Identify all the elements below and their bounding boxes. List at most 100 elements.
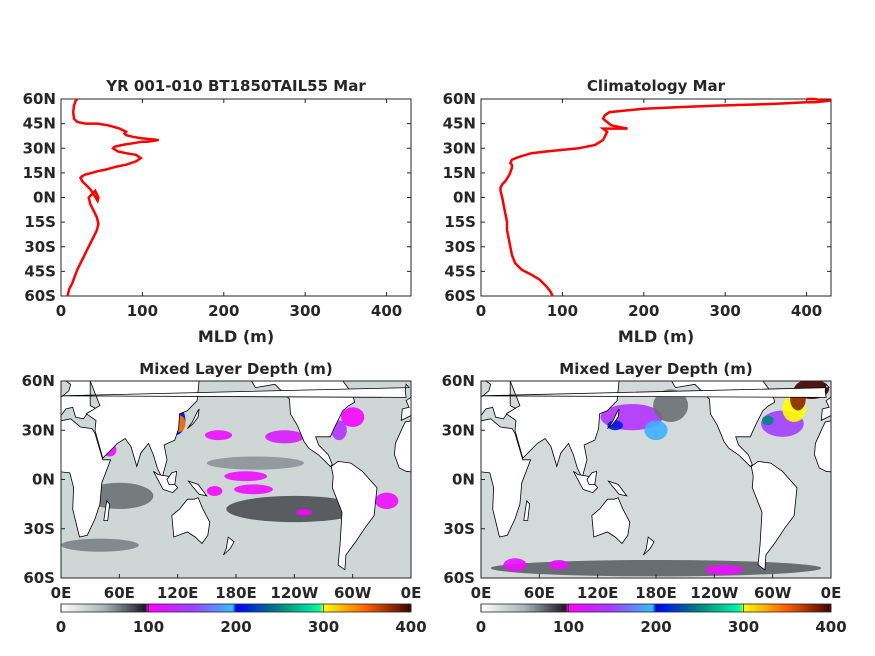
profile-x-tick-label: 400 (371, 302, 402, 320)
profile-y-tick-label: 45N (23, 115, 56, 133)
new-guinea-land (607, 480, 628, 497)
profile-y-tick-label: 45S (444, 262, 476, 280)
map-x-tick-label: 180E (215, 584, 257, 602)
australia-land (591, 497, 631, 545)
map-y-tick-label: 30S (23, 520, 55, 538)
colorbar-tick-label: 200 (640, 618, 671, 636)
mld-feature (296, 509, 312, 516)
profile-1-series-line (66, 98, 159, 297)
mld-feature (644, 420, 668, 441)
mld-feature (204, 430, 233, 441)
south-america-land (330, 460, 378, 571)
profile-y-tick-label: 60N (23, 90, 56, 108)
europe-land (481, 381, 522, 420)
map-chart-2: Mixed Layer Depth (m) 0E 60E 120E 180E 120W 6… (442, 360, 875, 636)
new-guinea-land (187, 480, 208, 497)
profile-2-xlabel: MLD (m) (618, 327, 694, 346)
profile-x-tick-label: 100 (547, 302, 578, 320)
africa-land-wrap (814, 420, 831, 473)
asia-land-wrap (856, 381, 875, 478)
south-america-land (750, 460, 798, 571)
map-1-land (61, 381, 411, 571)
profile-y-tick-label: 30S (24, 238, 56, 256)
mld-feature (265, 430, 305, 444)
profile-x-tick-label: 300 (290, 302, 321, 320)
profile-y-tick-label: 60S (444, 287, 476, 305)
uk-land (481, 383, 830, 398)
map-2-title: Mixed Layer Depth (m) (559, 360, 752, 378)
map-x-tick-label: 60E (524, 584, 555, 602)
europe-land (61, 381, 102, 420)
mld-feature (206, 456, 305, 470)
profile-y-tick-label: 0N (33, 189, 56, 207)
colorbar-tick-label: 400 (395, 618, 426, 636)
mld-feature (206, 486, 223, 496)
map-y-tick-label: 30N (22, 421, 55, 439)
madagascar-land (103, 499, 111, 521)
map-x-tick-label: 0E (51, 584, 72, 602)
mld-feature (375, 492, 399, 510)
map-2-land (481, 381, 875, 571)
profile-y-tick-label: 30S (444, 238, 476, 256)
profile-y-tick-label: 15N (443, 164, 476, 182)
map-2-colorbar-ticks: 0 100 200 300 400 (476, 604, 847, 636)
map-x-tick-label: 0E (821, 584, 842, 602)
map-y-tick-label: 60S (23, 569, 55, 587)
africa-land (61, 418, 112, 538)
map-1-ticks: 0E 60E 120E 180E 120W 60W 0E 60N 30N 0N 30S 60S (22, 372, 422, 602)
map-x-tick-label: 60W (334, 584, 372, 602)
map-x-tick-label: 0E (471, 584, 492, 602)
africa-land (481, 418, 532, 538)
profile-y-tick-label: 30N (443, 139, 476, 157)
mld-feature (761, 415, 774, 426)
profile-chart-2: Climatology Mar 0 100 200 300 400 60N 45N 30N 15… (443, 77, 832, 346)
map-x-tick-label: 0E (401, 584, 422, 602)
map-y-tick-label: 60S (443, 569, 475, 587)
profile-x-tick-label: 400 (791, 302, 822, 320)
uk-land-wrap (832, 384, 875, 397)
colorbar-tick-label: 0 (476, 618, 486, 636)
asia-land (505, 381, 620, 480)
map-x-tick-label: 120E (157, 584, 199, 602)
borneo-land (166, 470, 178, 485)
japan-land (187, 408, 200, 429)
map-x-tick-label: 120E (577, 584, 619, 602)
profile-y-tick-label: 0N (453, 189, 476, 207)
mld-feature (704, 564, 744, 575)
colorbar-tick-label: 0 (56, 618, 66, 636)
profile-x-tick-label: 200 (208, 302, 239, 320)
colorbar-tick-label: 100 (133, 618, 164, 636)
north-america-land (251, 381, 356, 467)
colorbar-tick-label: 300 (308, 618, 339, 636)
map-1-colorbar-ticks: 0 100 200 300 400 (56, 604, 427, 636)
profile-2-series-line (499, 97, 832, 297)
profile-1-xlabel: MLD (m) (198, 327, 274, 346)
profile-x-tick-label: 100 (127, 302, 158, 320)
europe-land-wrap (820, 396, 831, 422)
profile-y-tick-label: 30N (23, 139, 56, 157)
mld-feature (85, 482, 154, 510)
mld-feature (234, 484, 273, 495)
map-x-tick-label: 60W (754, 584, 792, 602)
australia-land (171, 497, 211, 545)
profile-1-axes (60, 98, 412, 297)
map-x-tick-label: 60E (104, 584, 135, 602)
profile-y-tick-label: 60N (443, 90, 476, 108)
map-y-tick-label: 30N (442, 421, 475, 439)
uk-land (61, 383, 410, 398)
indonesia-land (573, 470, 599, 494)
new-zealand-land (223, 536, 235, 556)
profile-y-tick-label: 45S (24, 262, 56, 280)
mld-feature (224, 471, 268, 482)
profile-y-tick-label: 15S (444, 213, 476, 231)
mld-feature (549, 559, 569, 570)
profile-chart-1: YR 001-010 BT1850TAIL55 Mar 0 100 200 300 40… (23, 77, 412, 346)
new-zealand-land (643, 536, 655, 556)
map-y-tick-label: 60N (22, 372, 55, 390)
mld-feature (653, 389, 689, 423)
mld-feature (226, 495, 363, 523)
profile-2-ticks: 0 100 200 300 400 60N 45N 30N 15N 0N 15S 30S 45S 60S (443, 90, 831, 320)
map-2-features (490, 381, 830, 577)
map-y-tick-label: 0N (452, 471, 475, 489)
colorbar-tick-label: 200 (220, 618, 251, 636)
